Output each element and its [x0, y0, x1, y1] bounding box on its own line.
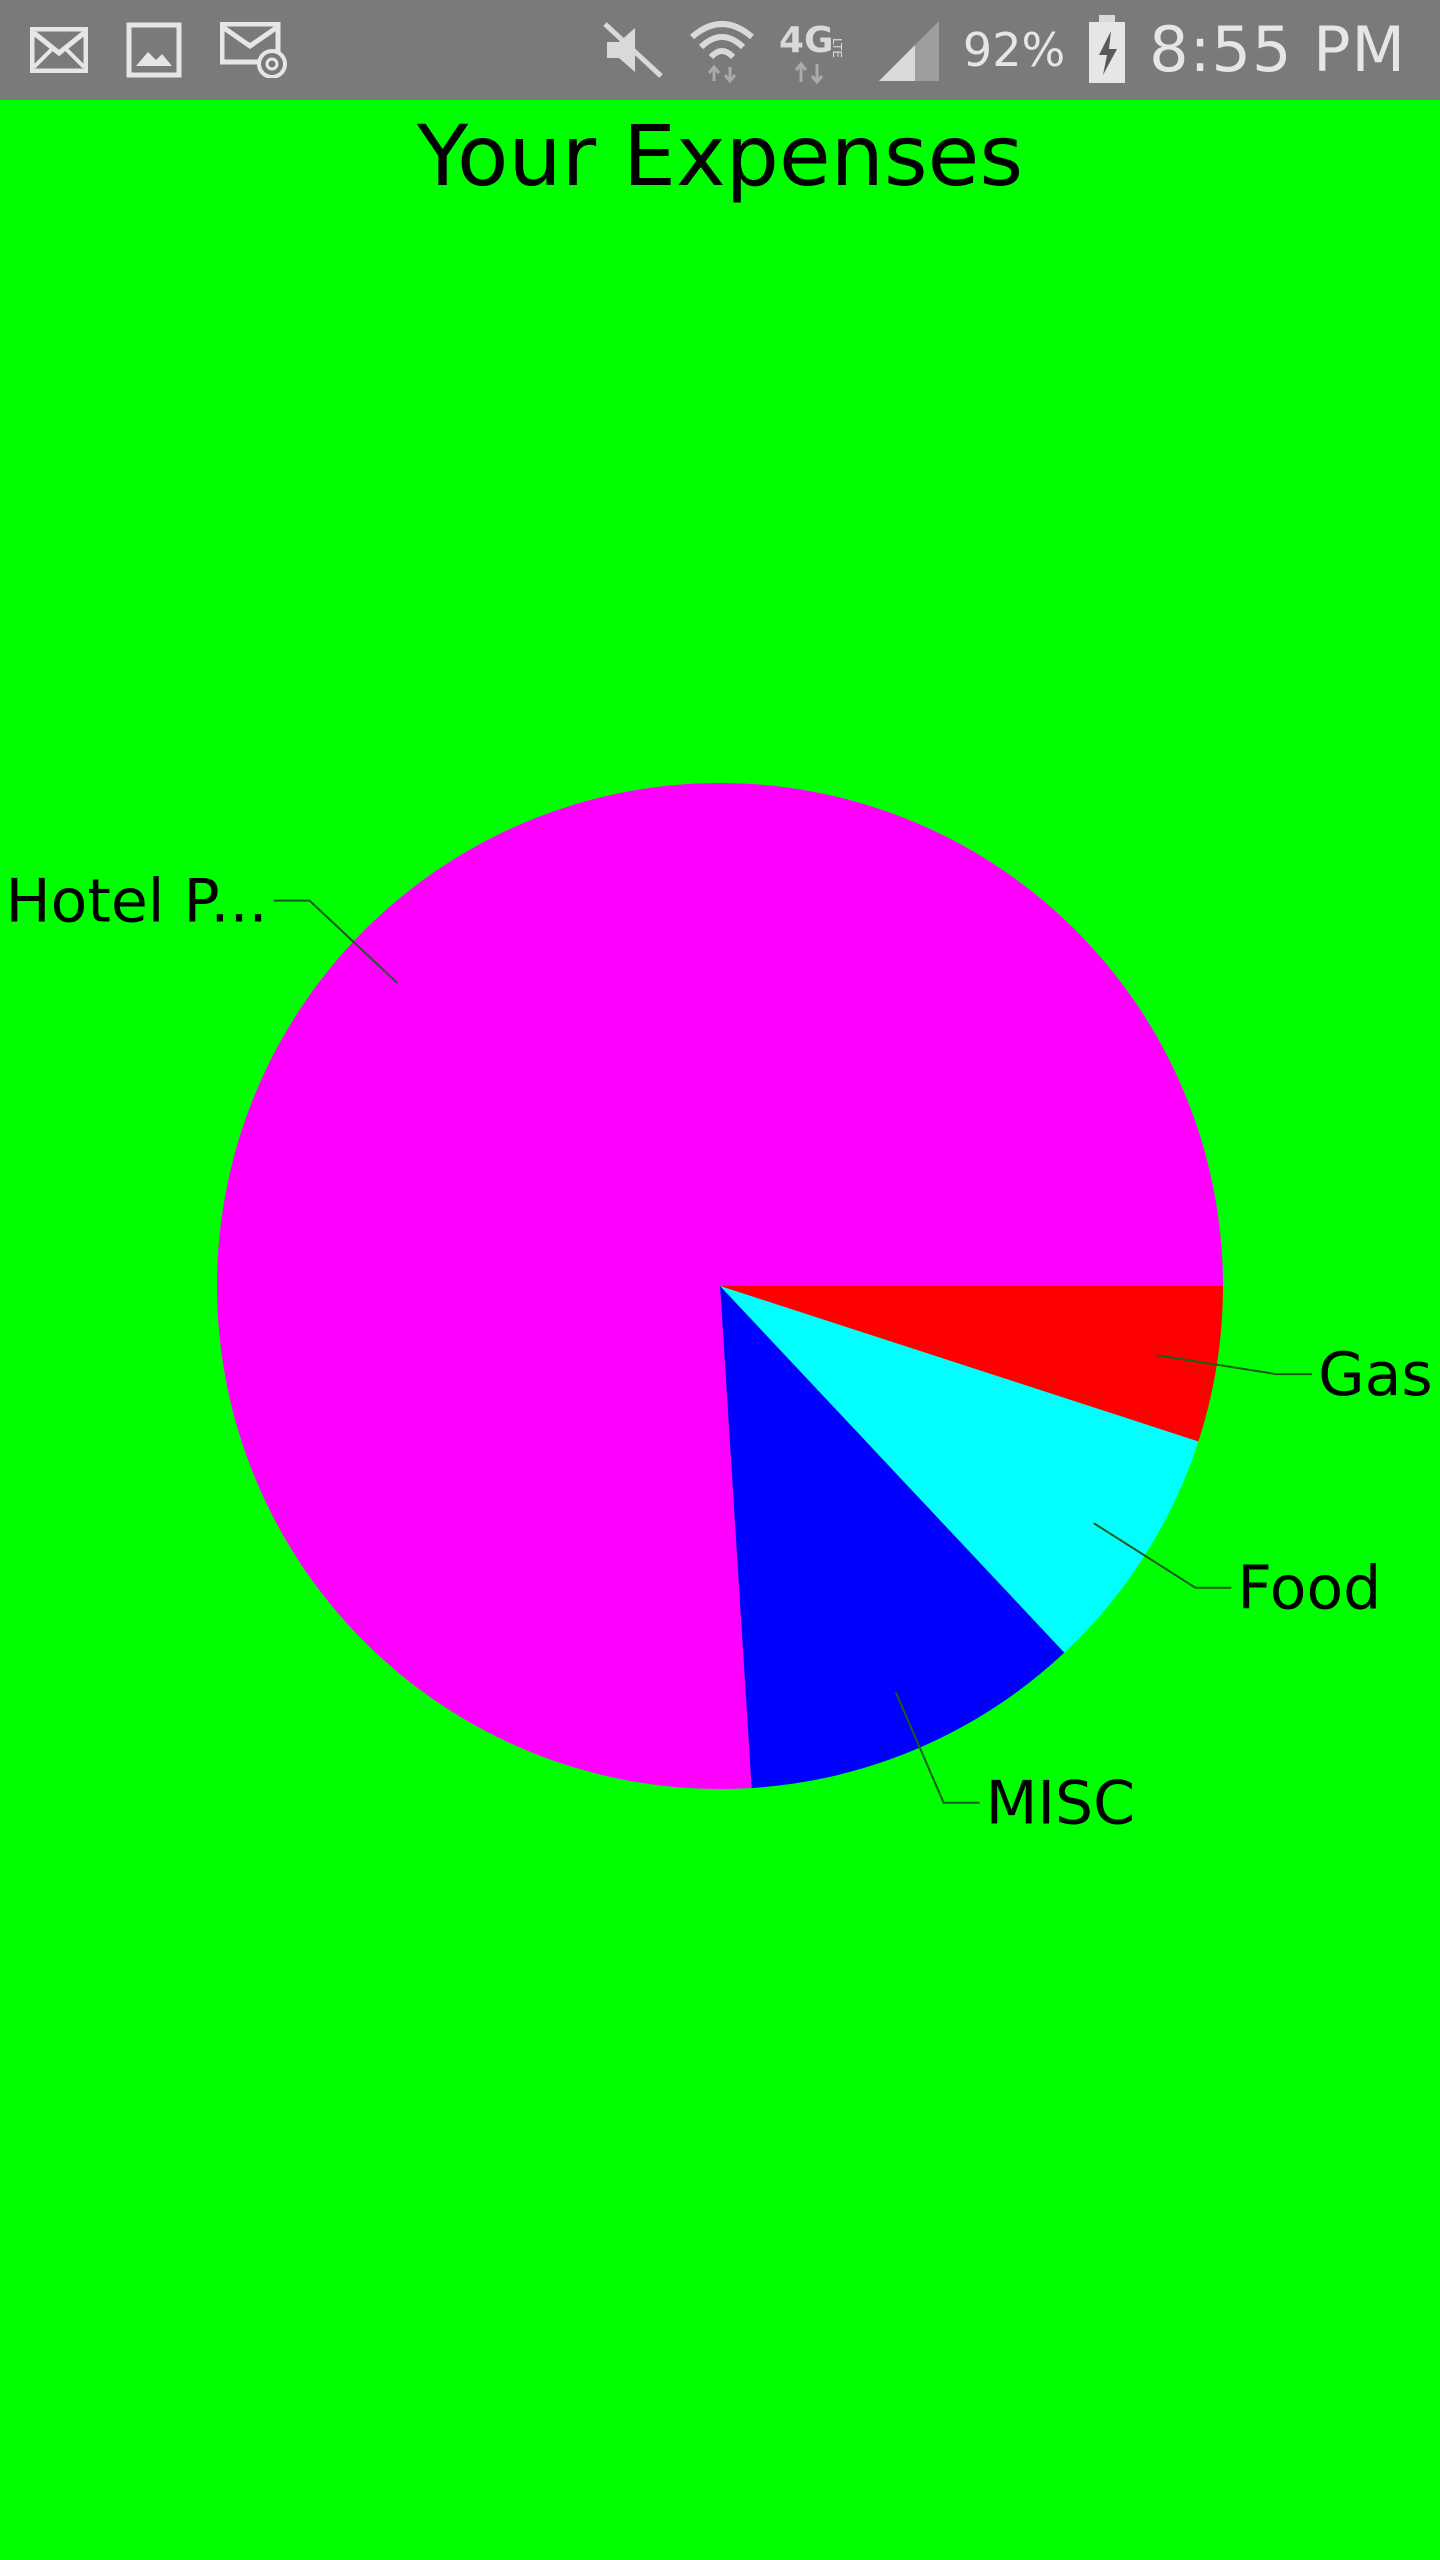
- pie-slices: [217, 783, 1223, 1790]
- mail-icon: [29, 26, 89, 74]
- status-bar: 4G LTE 92% 8:55 PM: [0, 0, 1440, 100]
- svg-text:LTE: LTE: [830, 38, 844, 58]
- svg-text:4G: 4G: [779, 20, 834, 61]
- chart-title: Your Expenses: [416, 107, 1024, 205]
- battery-percentage: 92%: [962, 23, 1066, 77]
- 4g-lte-icon: 4G LTE: [779, 14, 853, 86]
- pie-label-misc: MISC: [986, 1769, 1135, 1839]
- mute-icon: [601, 20, 665, 80]
- battery-charging-icon: [1087, 15, 1127, 85]
- pie-label-hotel-p: Hotel P...: [6, 867, 268, 937]
- gallery-icon: [126, 22, 182, 78]
- pie-slice-misc: [720, 1286, 1065, 1789]
- leader-line-gas: [1157, 1354, 1313, 1376]
- status-bar-system: 4G LTE 92% 8:55 PM: [601, 10, 1406, 90]
- pie-slice-hotel-p: [217, 783, 1223, 1790]
- pie-label-gas: Gas: [1318, 1340, 1433, 1410]
- status-bar-notifications: [29, 18, 288, 82]
- clock: 8:55 PM: [1149, 13, 1406, 86]
- pie-label-food: Food: [1237, 1554, 1381, 1624]
- leader-line-hotel-p: [273, 899, 398, 984]
- pie-slice-food: [720, 1286, 1199, 1653]
- email-at-icon: [219, 21, 288, 79]
- signal-icon: [875, 17, 941, 83]
- pie-slice-gas: [720, 1286, 1223, 1442]
- pie-labels: Gas Food MISC Hotel P...: [6, 867, 1433, 1839]
- pie-leader-lines: [273, 899, 1313, 1804]
- leader-line-food: [1093, 1522, 1232, 1589]
- wifi-icon: [687, 15, 757, 85]
- leader-line-misc: [894, 1691, 980, 1804]
